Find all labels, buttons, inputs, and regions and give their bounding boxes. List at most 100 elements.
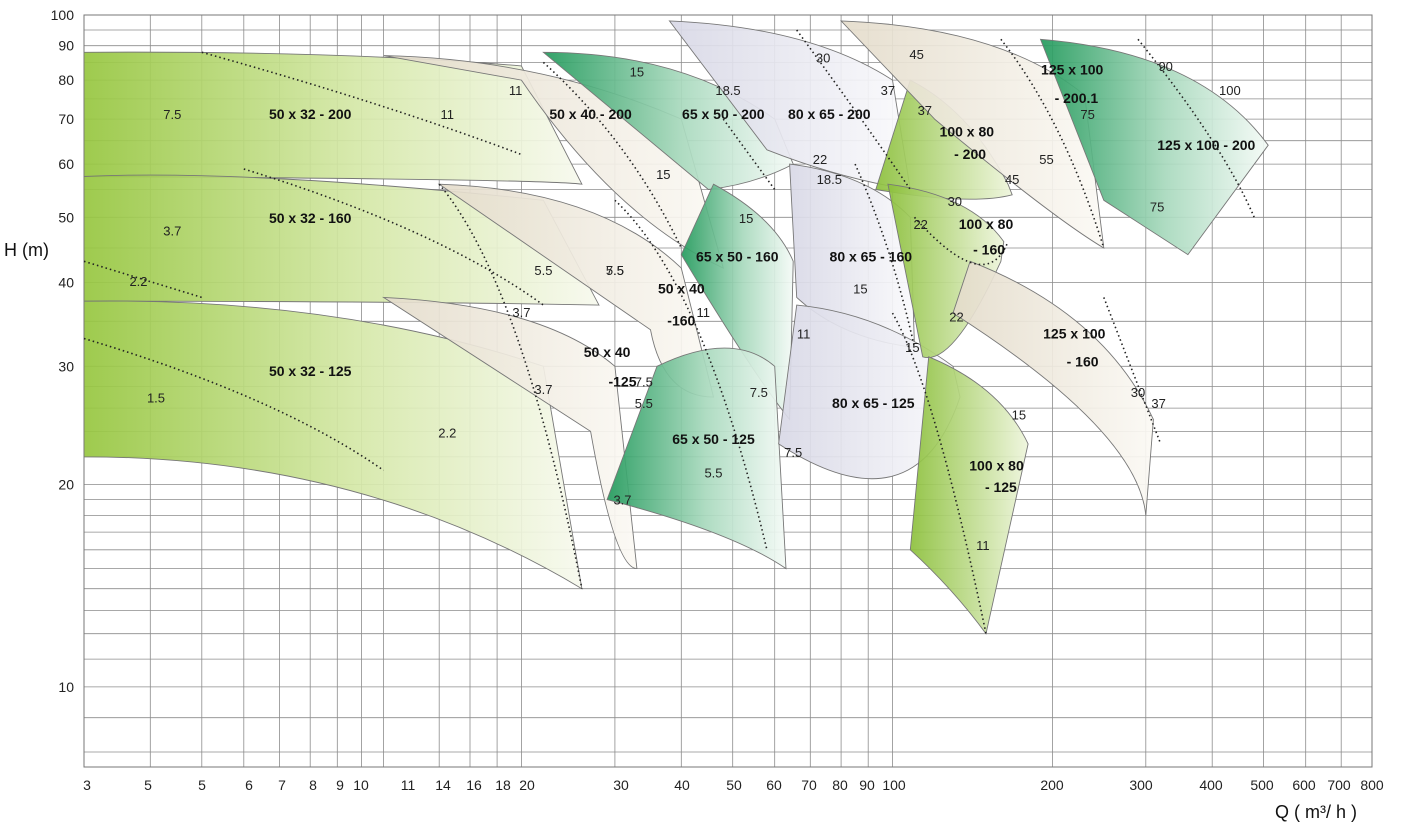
power-label: 7.5 (750, 385, 768, 400)
pump-name-label: 50 x 32 - 200 (269, 106, 352, 122)
x-tick-label: 8 (309, 777, 317, 793)
x-tick-label: 600 (1292, 777, 1316, 793)
tick-labels: 3 5 5 6 7 8 9 10 11 14 16 18 20 30 40 50 60 70 80 90 100 200 3… (51, 7, 1384, 793)
pump-name-label: 65 x 50 - 160 (696, 248, 779, 264)
power-label: 90 (1158, 59, 1172, 74)
power-label: 3.7 (163, 223, 181, 238)
pump-region-2 (83, 174, 600, 306)
pump-name-label: 80 x 65 - 160 (830, 248, 913, 264)
power-curve-15 (1137, 38, 1255, 218)
power-label: 18.5 (715, 83, 740, 98)
power-label: 15 (905, 340, 919, 355)
pump-region-18 (1039, 38, 1269, 256)
x-tick-label: 11 (401, 777, 416, 793)
x-tick-label: 9 (336, 777, 344, 793)
power-label: 5.5 (606, 263, 624, 278)
pump-name-label: 100 x 80 (969, 457, 1024, 473)
pump-name-label: 50 x 40 - 200 (549, 106, 632, 122)
x-tick-label: 70 (801, 777, 817, 793)
pump-name-label: 65 x 50 - 125 (672, 431, 755, 447)
x-tick-label: 30 (613, 777, 629, 793)
power-label: 3.7 (512, 305, 530, 320)
power-label: 11 (696, 305, 710, 320)
power-label: 15 (1012, 408, 1026, 423)
y-tick-label: 90 (58, 38, 74, 54)
power-curve-12 (913, 216, 1009, 266)
x-tick-label: 18 (495, 777, 511, 793)
pump-name-label: 50 x 40 (658, 281, 705, 297)
x-tick-label: 14 (435, 777, 451, 793)
power-label: 30 (1131, 385, 1145, 400)
power-label: 5.5 (534, 263, 552, 278)
power-label: 15 (853, 282, 867, 297)
pump-region-6 (381, 296, 638, 570)
pump-name-label: 50 x 32 - 160 (269, 210, 352, 226)
x-tick-label: 20 (519, 777, 535, 793)
x-tick-label: 80 (832, 777, 848, 793)
power-label: 37 (1151, 396, 1165, 411)
y-axis-label: H (m) (4, 240, 49, 260)
pump-region-9 (606, 347, 787, 570)
power-curve-4 (83, 337, 385, 472)
pump-name-label: 125 x 100 - 200 (1157, 137, 1255, 153)
power-label: 45 (1005, 172, 1019, 187)
x-tick-label: 90 (859, 777, 875, 793)
power-label: 55 (1039, 152, 1053, 167)
pump-name-label: -125 (608, 374, 636, 390)
power-curve-5 (438, 183, 583, 589)
x-tick-label: 100 (882, 777, 906, 793)
y-tick-label: 40 (58, 274, 74, 290)
power-label: 5.5 (635, 396, 653, 411)
power-curve-8 (722, 118, 776, 190)
pump-region-15 (909, 356, 1029, 635)
power-curves (83, 29, 1255, 634)
x-tick-label: 200 (1040, 777, 1064, 793)
x-tick-label: 300 (1129, 777, 1153, 793)
pump-name-label: -160 (667, 313, 695, 329)
x-tick-label: 5 (144, 777, 152, 793)
x-tick-label: 5 (198, 777, 206, 793)
power-label: 30 (816, 50, 830, 65)
power-label: 22 (913, 217, 927, 232)
x-tick-label: 500 (1250, 777, 1274, 793)
power-label: 3.7 (613, 492, 631, 507)
power-label: 1.5 (147, 391, 165, 406)
pump-name-label: 125 x 100 (1041, 62, 1103, 78)
y-tick-label: 70 (58, 111, 74, 127)
power-label: 15 (630, 65, 644, 80)
y-tick-label: 60 (58, 156, 74, 172)
pump-region-14 (887, 183, 1005, 359)
pump-name-label: 65 x 50 - 200 (682, 106, 765, 122)
x-tick-label: 40 (674, 777, 690, 793)
power-label: 2.2 (129, 274, 147, 289)
pump-name-label: - 160 (1067, 353, 1099, 369)
power-label: 15 (739, 211, 753, 226)
pump-name-label: 80 x 65 - 200 (788, 106, 871, 122)
pump-region-1 (83, 51, 583, 185)
power-label: 3.7 (534, 382, 552, 397)
x-tick-label: 400 (1199, 777, 1223, 793)
pump-region-17 (952, 260, 1154, 516)
power-label: 22 (949, 309, 963, 324)
x-axis-label: Q ( m³/ h ) (1275, 802, 1357, 822)
power-label: 11 (976, 538, 990, 553)
x-tick-label: 16 (466, 777, 482, 793)
power-curve-9 (796, 29, 911, 190)
power-curve-6 (542, 61, 683, 249)
power-label: 30 (948, 194, 962, 209)
x-tick-label: 3 (83, 777, 91, 793)
y-tick-label: 10 (58, 679, 74, 695)
pump-name-label: - 200.1 (1055, 90, 1099, 106)
x-tick-label: 800 (1360, 777, 1384, 793)
pump-name-label: 50 x 32 - 125 (269, 363, 352, 379)
power-label: 37 (881, 83, 895, 98)
power-label: 7.5 (784, 445, 802, 460)
x-tick-label: 60 (766, 777, 782, 793)
pump-name-label: 100 x 80 (940, 123, 995, 139)
power-label: 7.5 (635, 375, 653, 390)
power-label: 100 (1219, 83, 1241, 98)
power-label: 7.5 (606, 263, 624, 278)
y-tick-label: 100 (51, 7, 75, 23)
power-label: 11 (509, 83, 523, 98)
